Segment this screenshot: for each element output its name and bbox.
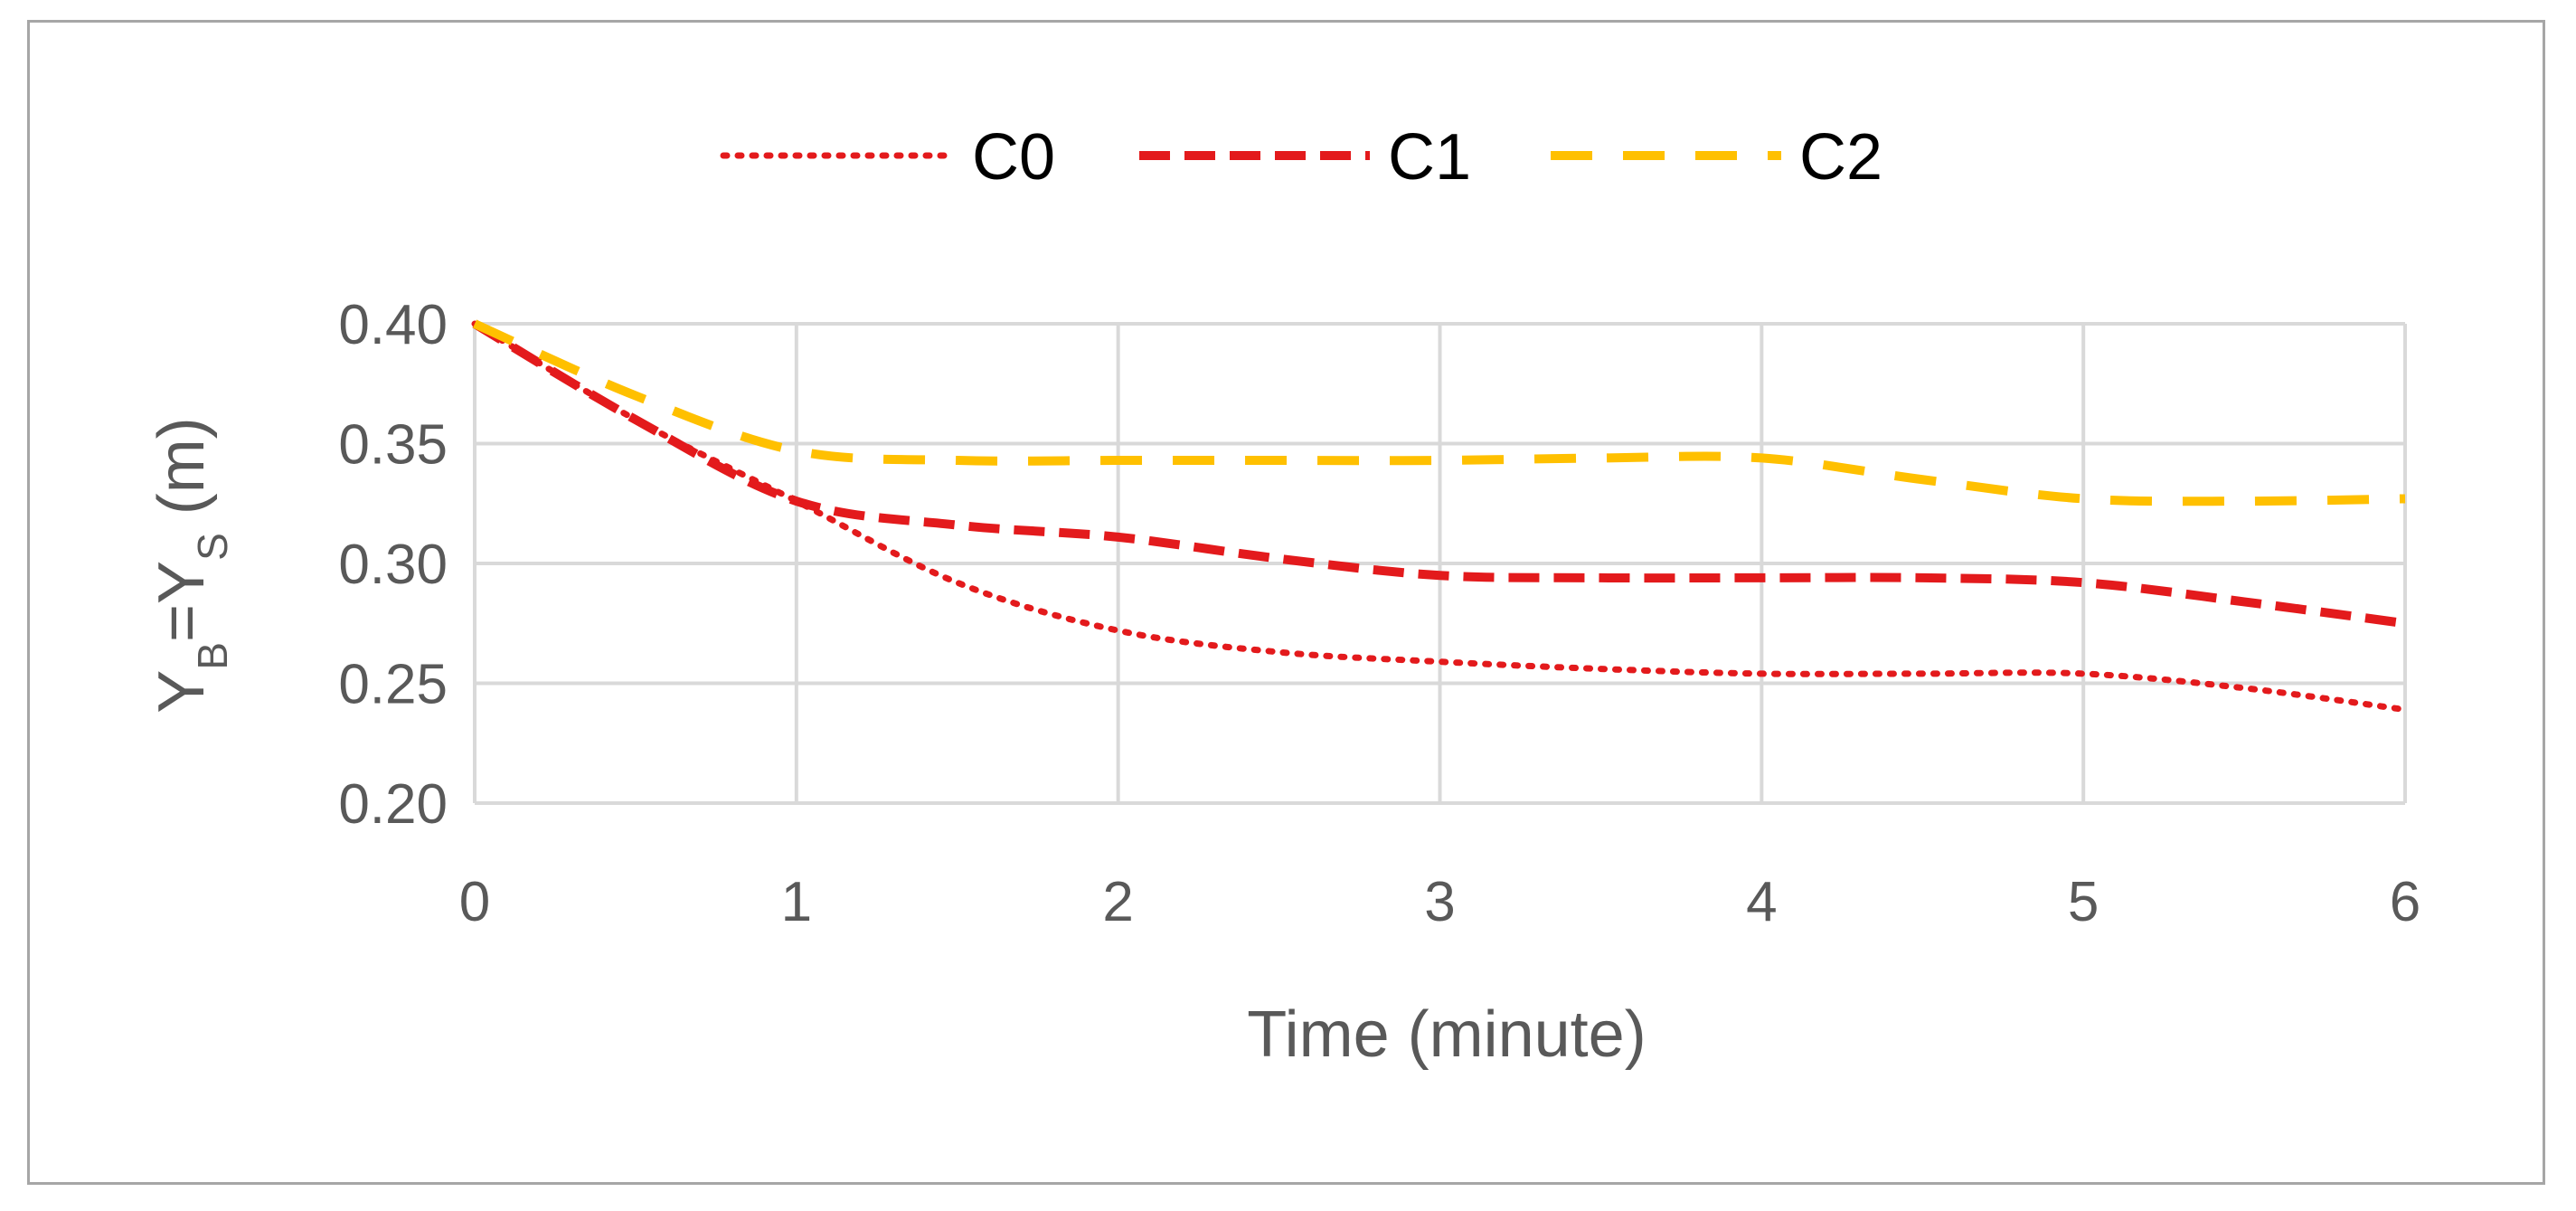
y-tick-label: 0.30 xyxy=(338,534,448,596)
x-tick-labels: 0 1 2 3 4 5 6 xyxy=(459,871,2420,933)
x-tick-label: 2 xyxy=(1102,871,1133,933)
y-tick-labels: 0.40 0.35 0.30 0.25 0.20 xyxy=(338,294,448,836)
series-line-c1 xyxy=(472,319,2406,629)
x-tick-label: 4 xyxy=(1746,871,1777,933)
y-axis-title-sub-b: B xyxy=(189,642,236,670)
y-tick-label: 0.35 xyxy=(338,414,448,477)
legend-label-c1: C1 xyxy=(1388,121,1471,194)
legend-label-c2: C2 xyxy=(1799,121,1882,194)
x-tick-label: 1 xyxy=(781,871,812,933)
y-axis-title-y: Y xyxy=(146,670,218,714)
grid-lines xyxy=(475,322,2407,803)
x-axis-title: Time (minute) xyxy=(1247,998,1646,1071)
y-axis-title-sub-s: S xyxy=(189,533,236,561)
x-tick-label: 6 xyxy=(2390,871,2420,933)
y-tick-label: 0.25 xyxy=(338,654,448,716)
axes xyxy=(473,324,2405,805)
y-axis-title: YB=YS (m) xyxy=(146,417,236,713)
series-lines xyxy=(471,319,2409,714)
y-tick-label: 0.40 xyxy=(338,294,448,356)
y-axis-title-unit: (m) xyxy=(146,417,218,533)
x-tick-label: 0 xyxy=(459,871,490,933)
chart-frame xyxy=(27,20,2545,1185)
legend-label-c0: C0 xyxy=(972,121,1055,194)
x-tick-label: 5 xyxy=(2068,871,2099,933)
legend: C0 C1 C2 xyxy=(720,121,1882,194)
y-axis-title-eq-y: =Y xyxy=(146,561,218,642)
y-tick-label: 0.20 xyxy=(338,773,448,836)
x-tick-label: 3 xyxy=(1424,871,1455,933)
